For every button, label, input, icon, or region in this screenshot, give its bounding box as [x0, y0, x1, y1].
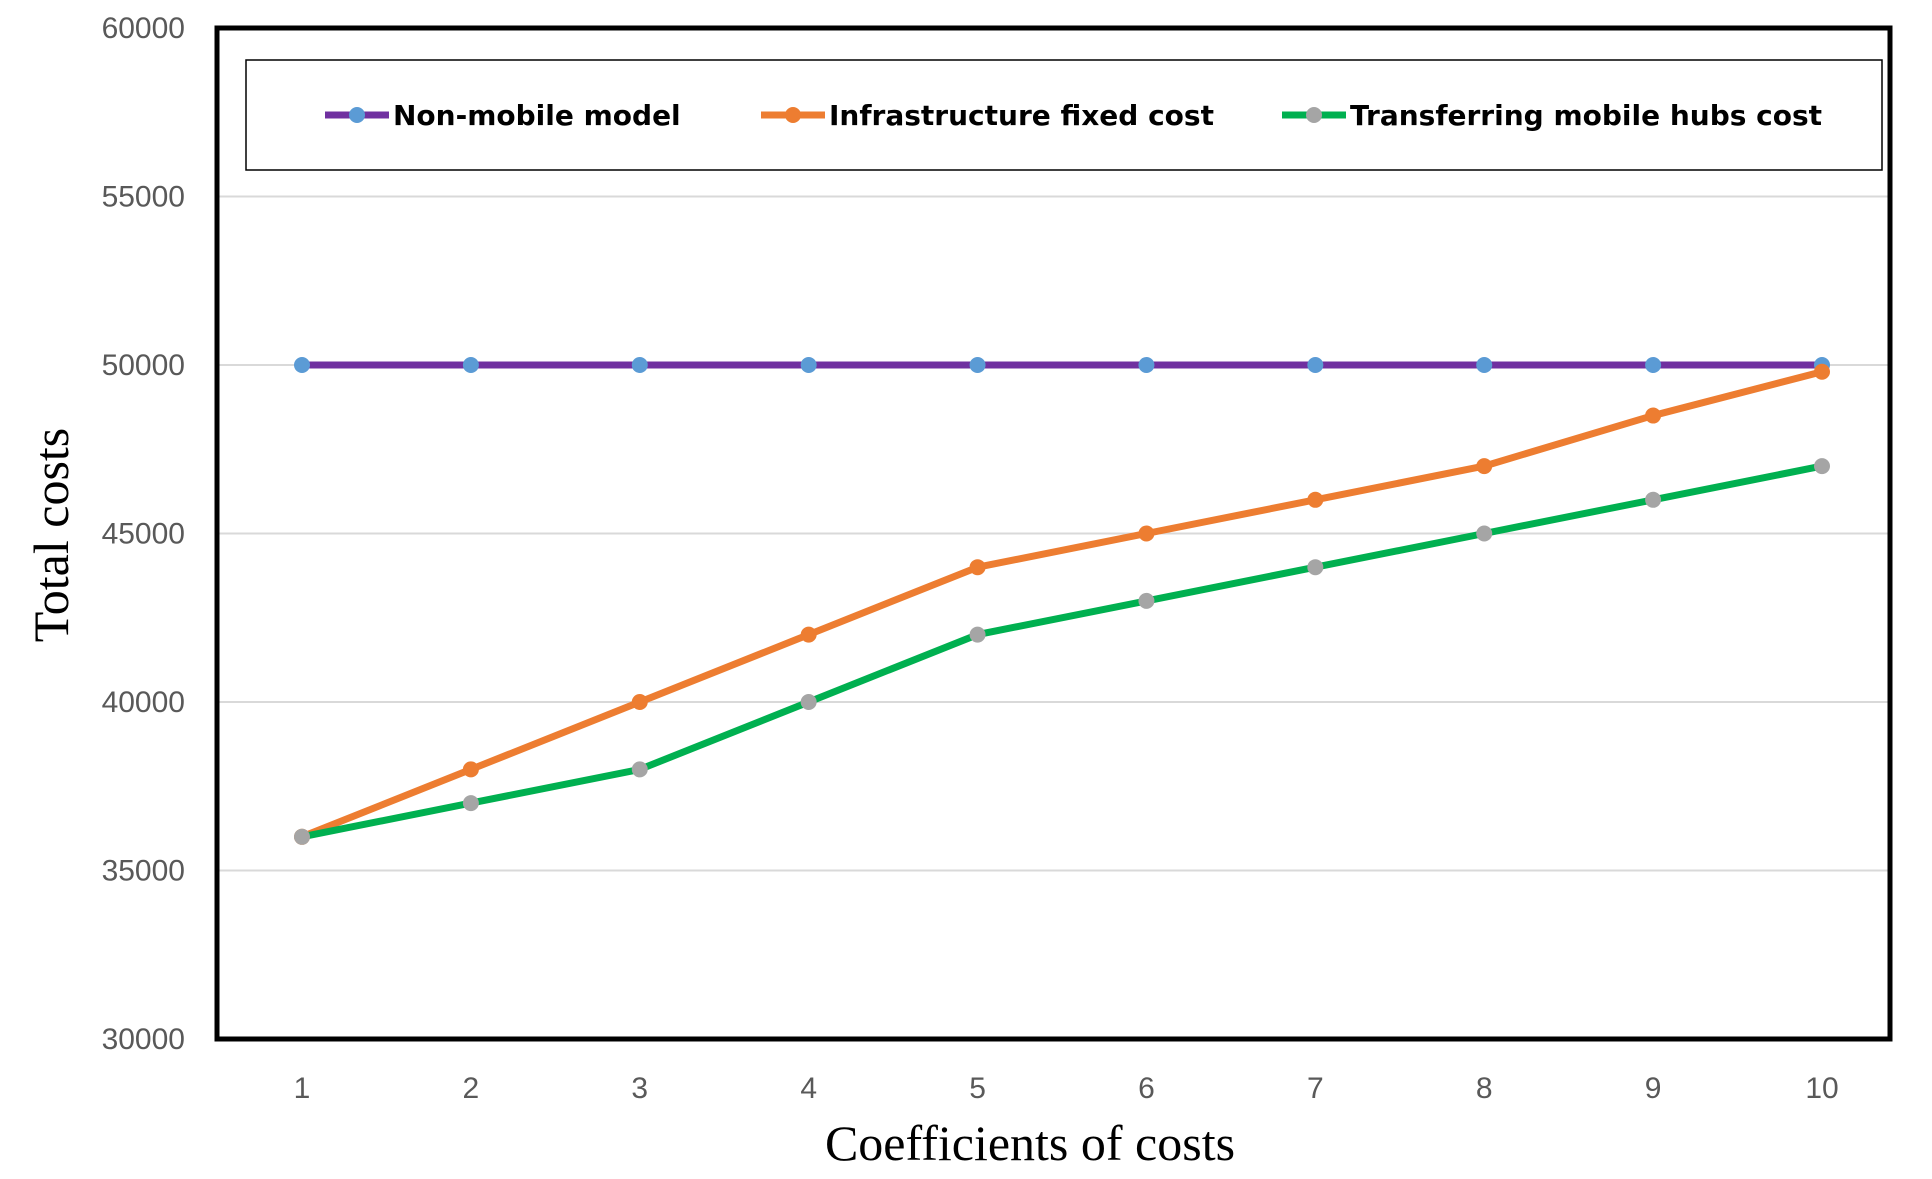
x-tick-label: 8 [1476, 1072, 1493, 1105]
data-point [631, 357, 648, 373]
data-point [1814, 363, 1830, 380]
data-point [462, 795, 479, 812]
data-point [1645, 491, 1662, 508]
y-tick-label: 55000 [102, 181, 185, 214]
x-tick-label: 5 [969, 1072, 986, 1105]
legend-item: Transferring mobile hubs cost [1282, 99, 1822, 132]
legend-label: Non-mobile model [393, 99, 681, 132]
data-point [1138, 525, 1155, 542]
data-point [462, 761, 479, 778]
x-tick-label: 2 [463, 1072, 480, 1105]
series [294, 357, 1830, 845]
y-tick-label: 40000 [102, 686, 185, 719]
series-line [298, 368, 1826, 841]
x-tick-label: 7 [1307, 1072, 1324, 1105]
y-tick-label: 35000 [102, 855, 185, 888]
y-tick-label: 30000 [102, 1023, 185, 1056]
x-axis-ticks: 1 2 3 4 5 6 7 8 9 10 [294, 1072, 1839, 1105]
legend-swatch-marker [349, 107, 365, 123]
data-point [462, 357, 479, 373]
x-tick-label: 1 [294, 1072, 311, 1105]
plot-frame [214, 25, 1893, 1042]
x-tick-label: 10 [1805, 1072, 1838, 1105]
data-point [631, 694, 648, 710]
data-point [1307, 559, 1324, 576]
data-point [631, 761, 648, 778]
y-tick-label: 50000 [102, 349, 185, 382]
data-point [1645, 407, 1662, 424]
legend: Non-mobile model Infrastructure fixed cos… [245, 59, 1883, 171]
data-point [1476, 357, 1493, 373]
data-point [294, 828, 310, 845]
series-2 [294, 363, 1830, 845]
legend-swatch-marker [785, 107, 801, 123]
legend-box [245, 59, 1883, 171]
data-point [800, 357, 817, 373]
series-1 [294, 357, 1830, 373]
y-axis-label: Total costs [23, 428, 79, 643]
data-point [1307, 491, 1324, 508]
data-point [800, 626, 817, 643]
data-point [294, 357, 310, 373]
data-point [969, 559, 986, 576]
x-tick-label: 3 [631, 1072, 648, 1105]
legend-item: Infrastructure fixed cost [761, 99, 1214, 132]
x-tick-label: 4 [800, 1072, 817, 1105]
x-tick-label: 9 [1645, 1072, 1662, 1105]
legend-swatch-marker [1306, 107, 1322, 123]
data-point [1476, 458, 1493, 475]
legend-items: Non-mobile model Infrastructure fixed cos… [325, 99, 1822, 132]
series-line [298, 462, 1826, 841]
x-axis-label: Coefficients of costs [825, 1115, 1235, 1171]
legend-label: Infrastructure fixed cost [829, 99, 1214, 132]
y-tick-label: 60000 [102, 12, 185, 45]
y-tick-label: 45000 [102, 518, 185, 551]
y-axis-ticks: 30000 35000 40000 45000 50000 55000 60000 [102, 12, 185, 1056]
data-point [1138, 592, 1155, 609]
data-point [800, 694, 817, 710]
x-tick-label: 6 [1138, 1072, 1155, 1105]
data-point [1645, 357, 1662, 373]
data-point [969, 357, 986, 373]
data-point [1138, 357, 1155, 373]
data-point [1476, 525, 1493, 542]
data-point [1814, 458, 1830, 475]
legend-item: Non-mobile model [325, 99, 681, 132]
legend-label: Transferring mobile hubs cost [1350, 99, 1822, 132]
data-point [1307, 357, 1324, 373]
data-point [969, 626, 986, 643]
series-3 [294, 458, 1830, 845]
